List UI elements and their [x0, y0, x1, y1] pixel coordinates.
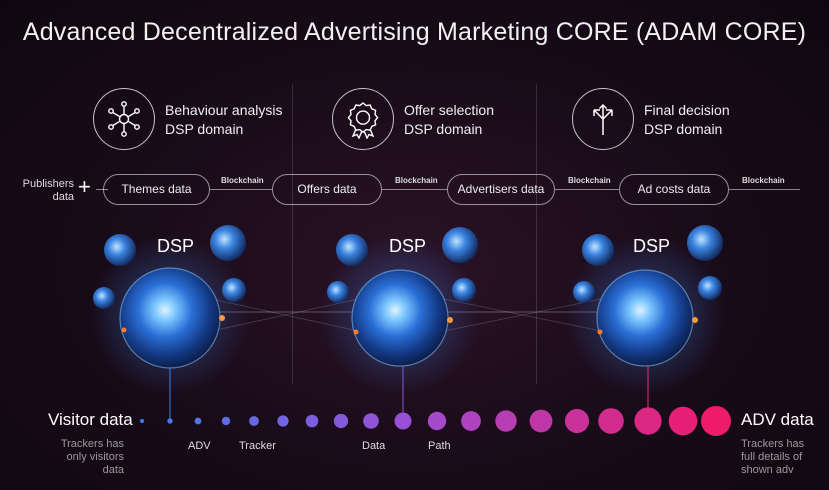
dsp-label: DSP [157, 236, 195, 256]
blockchain-label: Blockchain [395, 176, 438, 185]
timeline-dot [394, 412, 412, 430]
blockchain-label: Blockchain [221, 176, 264, 185]
timeline-dot [427, 411, 447, 431]
timeline-dot [529, 409, 553, 433]
adv-note: Trackers has full details of shown adv [741, 438, 805, 476]
timeline-dot [363, 413, 379, 429]
timeline-dot [598, 408, 624, 434]
pipeline-connector [382, 189, 447, 190]
domain-text: Final decision DSP domain [644, 102, 730, 137]
domain-text: Behaviour analysis DSP domain [165, 102, 283, 137]
award-badge-icon [332, 88, 394, 150]
column-divider [536, 84, 537, 384]
adv-data-label: ADV data [741, 410, 814, 429]
pipeline-node-offers: Offers data [272, 174, 382, 205]
timeline-label-path: Path [428, 440, 451, 452]
timeline-dot [140, 419, 144, 423]
timeline-dot [194, 417, 202, 425]
domain-text: Offer selection DSP domain [404, 102, 495, 137]
dsp-label: DSP [633, 236, 671, 256]
timeline-dot [277, 415, 289, 427]
pipeline-connector [555, 189, 619, 190]
pipeline-node-advertisers: Advertisers data [447, 174, 555, 205]
timeline-dot [461, 411, 481, 431]
timeline-dot [564, 408, 590, 434]
visitor-data-label: Visitor data [48, 410, 133, 429]
split-arrows-icon [572, 88, 634, 150]
pipeline-connector [729, 189, 800, 190]
timeline-dot [634, 407, 662, 435]
pipeline-node-themes: Themes data [103, 174, 210, 205]
publishers-data-label: Publishers data [22, 178, 74, 203]
blockchain-label: Blockchain [742, 176, 785, 185]
timeline-label-tracker: Tracker [239, 440, 276, 452]
timeline-dot [495, 410, 517, 432]
globe-cluster-3 [565, 225, 725, 395]
timeline-dot [305, 414, 319, 428]
globe-cluster-1 [90, 225, 250, 395]
timeline-dot [221, 416, 231, 426]
plus-sign: + [78, 174, 91, 199]
pipeline-connector [210, 189, 272, 190]
globe-cluster-2 [320, 227, 480, 395]
blockchain-label: Blockchain [568, 176, 611, 185]
timeline-dot [333, 413, 349, 429]
timeline-dot [668, 406, 698, 436]
timeline-label-adv: ADV [188, 440, 211, 452]
page-title: Advanced Decentralized Advertising Marke… [22, 18, 807, 46]
timeline-label-data: Data [362, 440, 386, 452]
column-divider [292, 84, 293, 384]
timeline-dot [249, 416, 259, 426]
timeline-dot [167, 418, 173, 424]
timeline-dot [701, 406, 731, 436]
pipeline-node-ad-costs: Ad costs data [619, 174, 729, 205]
network-nodes-icon [93, 88, 155, 150]
dsp-label: DSP [389, 236, 427, 256]
visitor-note: Trackers has only visitors data [60, 438, 124, 476]
pipeline-connector [96, 189, 108, 190]
timeline-dots [140, 406, 731, 436]
